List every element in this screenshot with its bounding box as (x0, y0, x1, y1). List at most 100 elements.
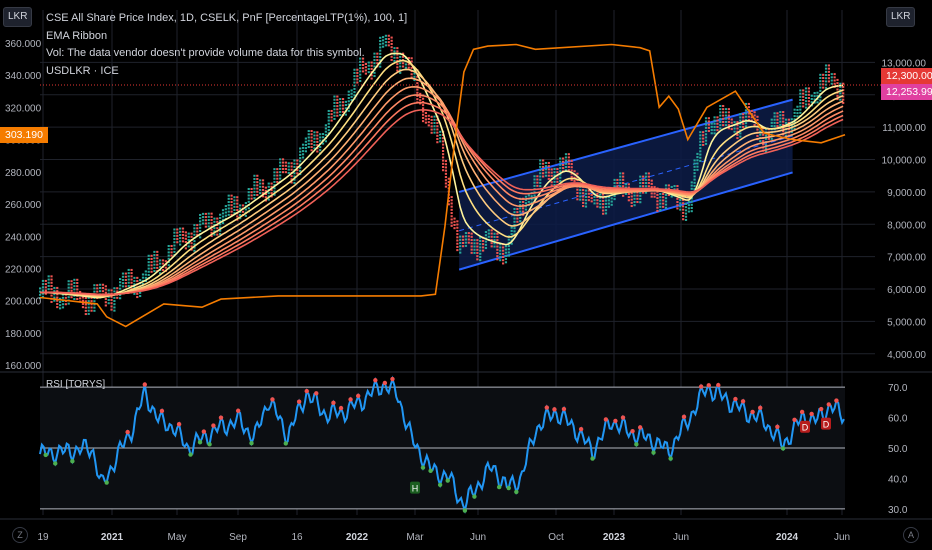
pnf-box-150 (110, 302, 113, 305)
pnf-box-1290 (642, 182, 645, 185)
pnf-box-1622 (793, 115, 796, 118)
pnf-box-1200 (599, 199, 602, 202)
pnf-box-496 (276, 168, 279, 171)
ema-line-7 (40, 109, 844, 296)
pnf-box-49 (61, 303, 65, 306)
pnf-box-359 (210, 228, 213, 231)
pnf-box-1135 (567, 162, 570, 165)
pnf-box-936 (476, 255, 479, 258)
right-unit-button[interactable]: LKR (886, 7, 916, 27)
pnf-box-824 (430, 128, 433, 131)
pnf-box-1174 (584, 202, 588, 205)
pnf-box-141 (107, 289, 110, 292)
pnf-box-1210 (602, 212, 605, 215)
pnf-box-913 (464, 241, 468, 244)
pnf-box-1503 (739, 119, 742, 122)
pnf-box-1490 (730, 128, 733, 131)
auto-scale-button[interactable]: A (903, 527, 919, 543)
pnf-box-1361 (676, 194, 679, 197)
pnf-box-877 (450, 199, 453, 202)
pnf-box-536 (293, 181, 296, 184)
pnf-box-1680 (819, 99, 822, 102)
pnf-box-861 (444, 169, 448, 172)
pnf-box-1519 (744, 118, 748, 121)
pnf-box-1056 (533, 178, 536, 181)
pnf-box-1592 (779, 123, 782, 126)
pnf-box-1346 (667, 184, 670, 187)
pnf-box-1318 (656, 190, 659, 193)
pnf-box-1502 (739, 116, 742, 119)
pnf-box-667 (353, 94, 356, 97)
pnf-box-1432 (704, 123, 708, 126)
pnf-box-1258 (627, 186, 630, 189)
pnf-box-902 (459, 242, 462, 245)
pnf-box-552 (301, 146, 305, 149)
pnf-box-1478 (724, 120, 728, 123)
legend-usdlkr[interactable]: USDLKR · ICE (46, 64, 119, 77)
pnf-box-377 (219, 223, 222, 226)
pnf-box-1139 (570, 163, 573, 166)
pnf-box-695 (370, 61, 373, 64)
legend-symbol-title[interactable]: CSE All Share Price Index, 1D, CSELK, Pn… (46, 12, 408, 24)
pnf-box-1140 (570, 166, 573, 169)
rsi-title[interactable]: RSI [TORYS] (46, 379, 106, 390)
pnf-box-298 (181, 230, 185, 233)
legend-ema-ribbon[interactable]: EMA Ribbon (46, 29, 108, 42)
pnf-box-486 (270, 195, 273, 198)
pnf-box-349 (207, 212, 210, 215)
pnf-box-1265 (630, 198, 633, 201)
left-price-tag: 303.190 (0, 127, 48, 143)
pnf-box-1316 (653, 195, 656, 198)
pnf-box-1436 (704, 136, 708, 139)
pnf-box-744 (393, 47, 396, 50)
pnf-box-1082 (542, 175, 545, 178)
pnf-box-939 (479, 239, 482, 242)
pnf-box-686 (361, 70, 365, 73)
left-unit-button[interactable]: LKR (3, 7, 33, 27)
pnf-box-303 (184, 234, 187, 237)
pnf-box-1209 (602, 209, 605, 212)
pnf-box-848 (441, 140, 445, 143)
pnf-box-11 (44, 283, 47, 286)
pnf-box-1118 (559, 176, 562, 179)
pnf-box-162 (116, 290, 119, 293)
pnf-box-1192 (596, 192, 599, 195)
pnf-box-119 (93, 309, 96, 312)
pnf-box-893 (456, 229, 459, 232)
pnf-box-1621 (793, 111, 796, 114)
zoom-button[interactable]: Z (12, 527, 28, 543)
pnf-box-245 (156, 250, 159, 253)
pnf-box-725 (381, 39, 385, 42)
pnf-box-242 (153, 263, 156, 266)
pnf-box-171 (119, 297, 122, 300)
rsi-trough-dot-2 (70, 458, 75, 464)
pnf-box-1307 (650, 179, 653, 182)
pnf-box-933 (476, 245, 479, 248)
pnf-box-1114 (559, 163, 562, 166)
pnf-box-964 (490, 238, 493, 241)
pnf-box-794 (416, 88, 419, 91)
pnf-box-437 (247, 200, 250, 203)
pnf-box-995 (504, 248, 508, 251)
pnf-box-1671 (816, 101, 819, 104)
pnf-box-1450 (713, 122, 716, 125)
pnf-box-233 (150, 257, 153, 260)
pnf-box-229 (147, 270, 150, 273)
legend-volume[interactable]: Vol: The data vendor doesn't provide vol… (46, 47, 365, 59)
pnf-box-827 (433, 118, 436, 121)
pnf-box-748 (393, 59, 396, 62)
pnf-box-1552 (762, 133, 765, 136)
pnf-box-651 (347, 100, 350, 103)
pnf-box-880 (450, 208, 453, 211)
pnf-box-66 (70, 289, 73, 292)
pnf-box-64 (70, 283, 73, 286)
pnf-box-281 (173, 241, 176, 244)
pnf-box-1461 (719, 111, 722, 114)
pnf-box-931 (476, 239, 479, 242)
pnf-box-1231 (613, 194, 616, 197)
pnf-box-302 (184, 231, 187, 234)
rsi-peak-dot-54 (733, 396, 738, 402)
pnf-box-612 (330, 109, 333, 112)
pnf-box-321 (193, 230, 196, 233)
